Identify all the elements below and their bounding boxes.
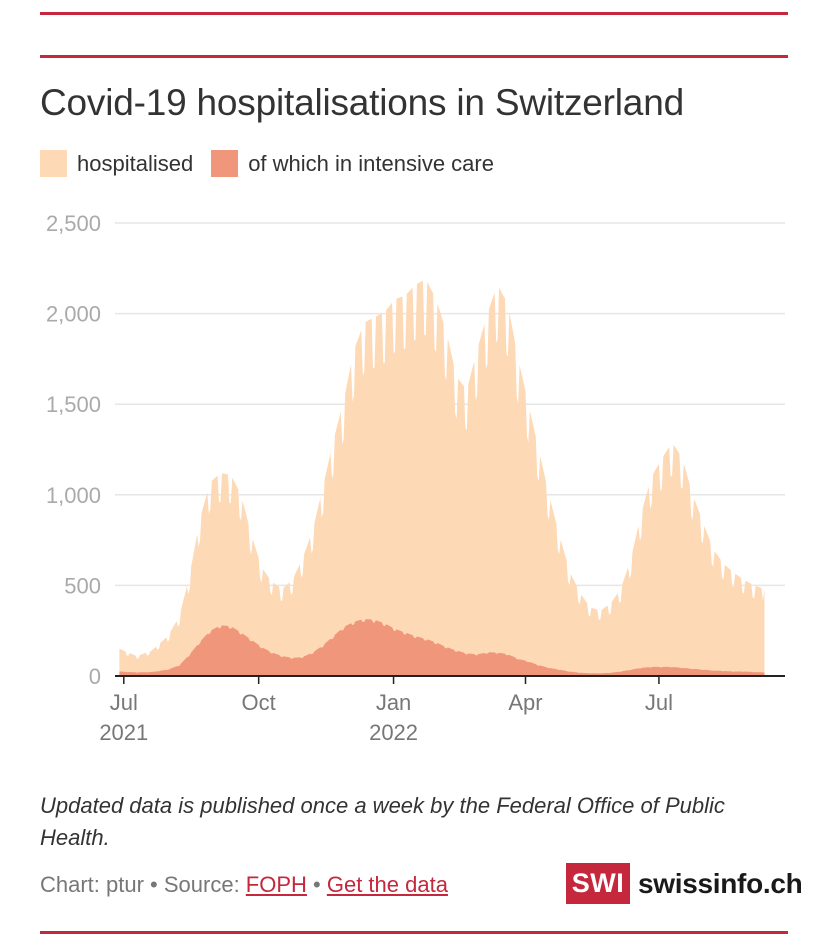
legend-swatch-hospitalised: [40, 150, 67, 177]
chart-title: Covid-19 hospitalisations in Switzerland: [40, 82, 684, 123]
x-tick-label: Jan: [376, 690, 411, 715]
bottom-rule: [40, 931, 788, 934]
x-tick-label: Oct: [242, 690, 276, 715]
top-rule: [40, 12, 788, 15]
legend-label-icu: of which in intensive care: [248, 150, 494, 176]
logo-mark: SWI: [566, 863, 630, 904]
x-tick-year-label: 2022: [369, 720, 418, 745]
y-tick-label: 1,500: [46, 392, 101, 417]
credits-separator: •: [306, 872, 327, 897]
y-tick-label: 2,500: [46, 211, 101, 236]
x-tick-label: Jul: [110, 690, 138, 715]
axis-layer: 0 500 1,000 1,500 2,000 2,500 Jul 2021 Oct Jan 202…: [46, 211, 785, 745]
y-tick-label: 500: [64, 573, 101, 598]
source-link[interactable]: FOPH: [245, 872, 307, 897]
legend-label-hospitalised: hospitalised: [77, 150, 194, 176]
swissinfo-logo[interactable]: SWI swissinfo.ch: [566, 863, 803, 904]
legend-item-icu: of which in intensive care: [211, 150, 494, 177]
area-intensive-care: [119, 619, 765, 676]
credits-prefix: Chart: ptur • Source:: [40, 872, 246, 897]
legend-item-hospitalised: hospitalised: [40, 150, 193, 177]
logo-wordmark: swissinfo.ch: [638, 867, 803, 899]
y-tick-label: 0: [89, 664, 101, 689]
area-layer: [119, 280, 765, 676]
legend-swatch-icu: [211, 150, 239, 177]
title-rule: [40, 55, 788, 58]
credits: Chart: ptur • Source: FOPH • Get the dat…: [40, 872, 448, 898]
x-tick-label: Jul: [645, 690, 673, 715]
legend: hospitalised of which in intensive care: [40, 150, 512, 177]
area-chart: 0 500 1,000 1,500 2,000 2,500 Jul 2021 Oct Jan 202…: [46, 211, 785, 745]
x-tick-year-label: 2021: [99, 720, 148, 745]
area-hospitalised: [119, 280, 765, 676]
x-tick-label: Apr: [508, 690, 542, 715]
y-tick-label: 1,000: [46, 483, 101, 508]
footnote: Updated data is published once a week by…: [40, 793, 725, 850]
y-tick-label: 2,000: [46, 302, 101, 327]
get-data-link[interactable]: Get the data: [326, 872, 448, 897]
